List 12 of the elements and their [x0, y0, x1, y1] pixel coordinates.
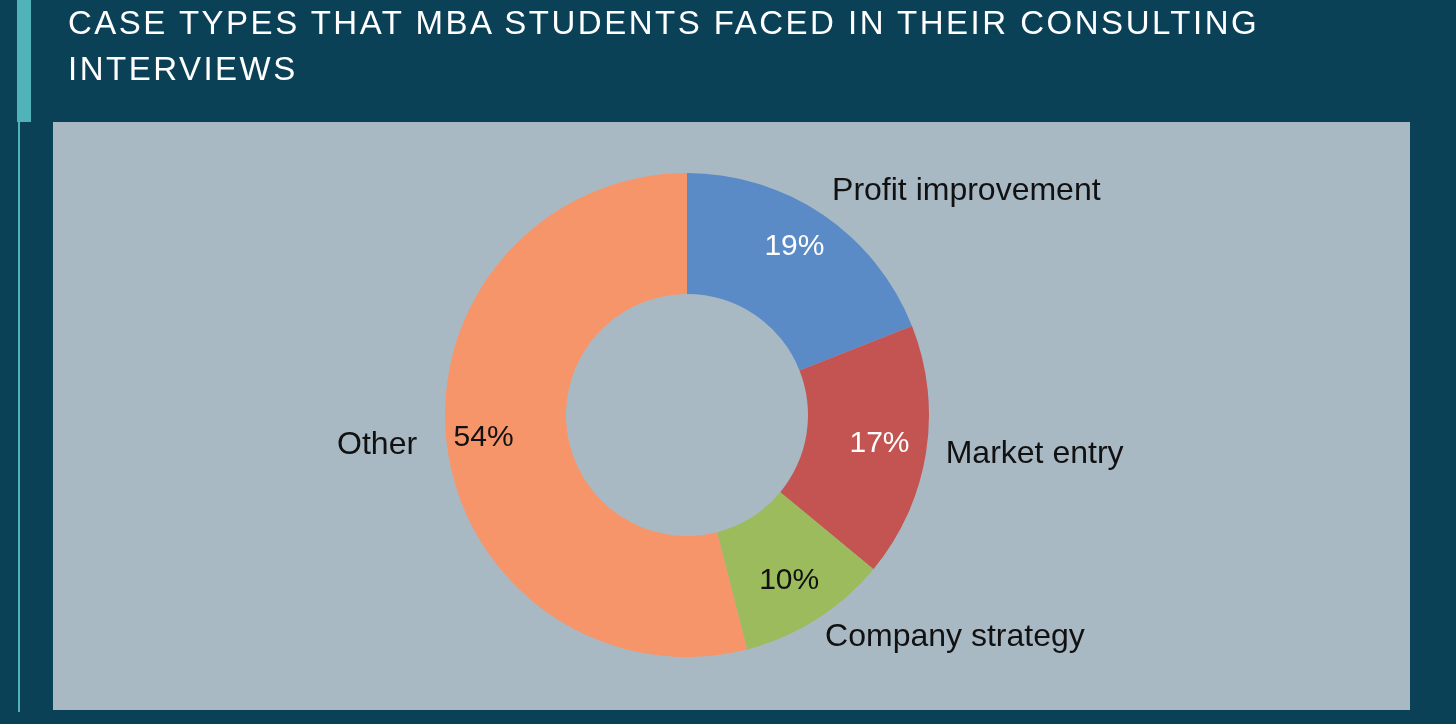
slice-label: Company strategy — [825, 617, 1085, 654]
chart-title: CASE TYPES THAT MBA STUDENTS FACED IN THEIR CONSULTING INTERVIEWS — [68, 3, 1261, 89]
data-label: 17% — [849, 424, 910, 458]
slice-label: Market entry — [945, 433, 1124, 470]
donut-slice — [687, 173, 913, 371]
donut-slice — [780, 325, 929, 570]
data-label: 54% — [453, 418, 514, 452]
slice-label: Other — [337, 425, 418, 462]
data-label: 19% — [764, 228, 825, 262]
data-label: 10% — [759, 562, 820, 596]
slice-label: Profit improvement — [832, 171, 1101, 208]
donut-slice — [445, 173, 748, 657]
